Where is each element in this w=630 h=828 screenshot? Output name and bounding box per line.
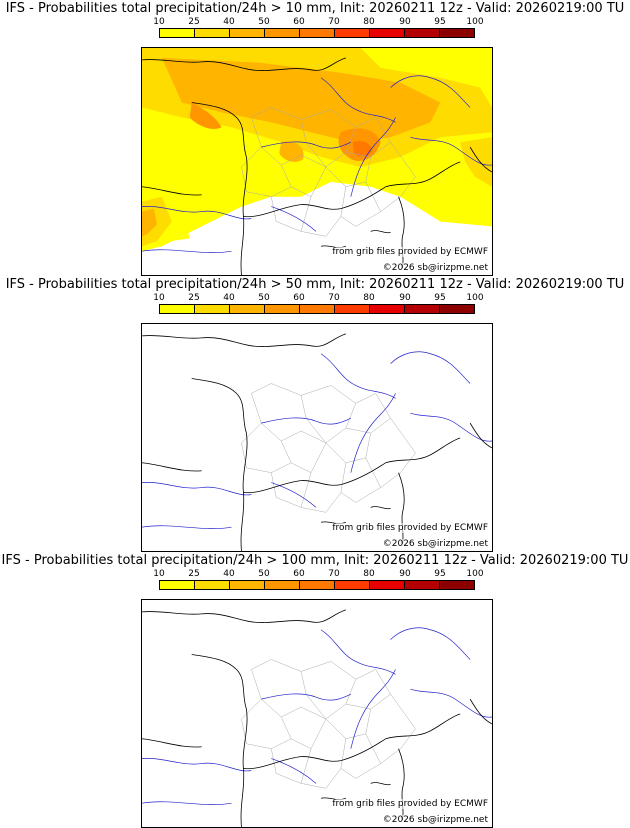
- colorbar-segment: [160, 581, 195, 589]
- forecast-panel-1: IFS - Probabilities total precipitation/…: [0, 0, 630, 276]
- colorbar-segment: [265, 29, 300, 37]
- colorbar-tick-label: 25: [188, 293, 200, 303]
- colorbar-segment: [195, 29, 230, 37]
- copyright-text: ©2026 sb@irizpme.net: [382, 263, 488, 273]
- colorbar-tick-label: 70: [328, 17, 340, 27]
- probability-area: [161, 57, 441, 143]
- colorbar-segment: [230, 581, 265, 589]
- copyright-text: ©2026 sb@irizpme.net: [382, 539, 488, 549]
- coastlines: [142, 333, 492, 551]
- region-borders: [241, 659, 416, 789]
- probability-area: [142, 208, 157, 237]
- colorbar-segment: [440, 305, 474, 313]
- colorbar-segment: [300, 305, 335, 313]
- colorbar-tick-label: 40: [223, 569, 235, 579]
- colorbar-segment: [440, 29, 474, 37]
- colorbar-tick-label: 80: [363, 17, 375, 27]
- colorbar-segment: [265, 305, 300, 313]
- colorbar-tick-label: 95: [434, 293, 446, 303]
- probability-fill: [142, 48, 492, 252]
- colorbar-segment: [405, 581, 440, 589]
- colorbar-ticks: 10 25 40 50 60 70 80 90 95 100: [0, 293, 630, 303]
- colorbar-tick-label: 95: [434, 569, 446, 579]
- colorbar-segment: [405, 305, 440, 313]
- colorbar: [159, 28, 475, 38]
- region-borders: [241, 107, 416, 237]
- colorbar-tick-label: 50: [258, 293, 270, 303]
- map-svg: [142, 333, 492, 551]
- colorbar-segment: [335, 305, 370, 313]
- colorbar-tick-label: 100: [466, 17, 484, 27]
- colorbar-tick-label: 10: [153, 293, 165, 303]
- forecast-panel-3: IFS - Probabilities total precipitation/…: [0, 552, 630, 828]
- source-credit: from grib files provided by ECMWF: [332, 799, 488, 809]
- colorbar-tick-label: 60: [293, 293, 305, 303]
- colorbar-tick-label: 90: [399, 293, 411, 303]
- colorbar-tick-label: 70: [328, 569, 340, 579]
- colorbar-tick-label: 95: [434, 17, 446, 27]
- colorbar-tick-label: 90: [399, 569, 411, 579]
- colorbar-tick-label: 70: [328, 293, 340, 303]
- colorbar-segment: [370, 305, 405, 313]
- rivers: [142, 75, 492, 253]
- panel-title: IFS - Probabilities total precipitation/…: [5, 1, 625, 16]
- probability-area: [460, 137, 492, 187]
- colorbar-tick-label: 90: [399, 17, 411, 27]
- probability-area: [166, 228, 190, 242]
- colorbar-segment: [160, 29, 195, 37]
- colorbar-segment: [230, 305, 265, 313]
- forecast-panel-2: IFS - Probabilities total precipitation/…: [0, 276, 630, 552]
- coastlines: [142, 609, 492, 827]
- map-svg: [142, 48, 492, 275]
- colorbar-tick-label: 10: [153, 569, 165, 579]
- colorbar-tick-label: 100: [466, 293, 484, 303]
- probability-area: [352, 141, 373, 157]
- panel-title: IFS - Probabilities total precipitation/…: [1, 553, 629, 568]
- colorbar-segment: [335, 29, 370, 37]
- colorbar-segment: [335, 581, 370, 589]
- colorbar-segment: [440, 581, 474, 589]
- probability-area: [189, 102, 222, 129]
- colorbar-ticks: 10 25 40 50 60 70 80 90 95 100: [0, 569, 630, 579]
- source-credit: from grib files provided by ECMWF: [332, 523, 488, 533]
- colorbar-segment: [230, 29, 265, 37]
- colorbar-segment: [370, 29, 405, 37]
- colorbar-segment: [160, 305, 195, 313]
- map-svg: [142, 609, 492, 827]
- colorbar-tick-label: 60: [293, 17, 305, 27]
- colorbar-tick-label: 25: [188, 569, 200, 579]
- colorbar-tick-label: 50: [258, 17, 270, 27]
- coastlines: [142, 57, 492, 275]
- rivers: [142, 627, 492, 805]
- panel-title: IFS - Probabilities total precipitation/…: [5, 277, 625, 292]
- precipitation-map: from grib files provided by ECMWF ©2026 …: [141, 323, 493, 552]
- colorbar-tick-label: 40: [223, 293, 235, 303]
- colorbar-segment: [195, 581, 230, 589]
- region-borders: [241, 383, 416, 513]
- probability-area: [142, 196, 172, 247]
- colorbar-tick-label: 10: [153, 17, 165, 27]
- colorbar-segment: [195, 305, 230, 313]
- colorbar-tick-label: 80: [363, 293, 375, 303]
- colorbar-ticks: 10 25 40 50 60 70 80 90 95 100: [0, 17, 630, 27]
- colorbar-tick-label: 60: [293, 569, 305, 579]
- colorbar-segment: [300, 29, 335, 37]
- copyright-text: ©2026 sb@irizpme.net: [382, 815, 488, 825]
- rivers: [142, 351, 492, 529]
- colorbar-segment: [370, 581, 405, 589]
- colorbar-tick-label: 80: [363, 569, 375, 579]
- precipitation-map: from grib files provided by ECMWF ©2026 …: [141, 599, 493, 828]
- colorbar-tick-label: 25: [188, 17, 200, 27]
- colorbar-segment: [265, 581, 300, 589]
- colorbar-segment: [405, 29, 440, 37]
- colorbar-tick-label: 40: [223, 17, 235, 27]
- colorbar: [159, 580, 475, 590]
- source-credit: from grib files provided by ECMWF: [332, 247, 488, 257]
- colorbar: [159, 304, 475, 314]
- colorbar-tick-label: 100: [466, 569, 484, 579]
- colorbar-segment: [300, 581, 335, 589]
- colorbar-tick-label: 50: [258, 569, 270, 579]
- probability-area: [395, 171, 446, 189]
- precipitation-map: from grib files provided by ECMWF ©2026 …: [141, 47, 493, 276]
